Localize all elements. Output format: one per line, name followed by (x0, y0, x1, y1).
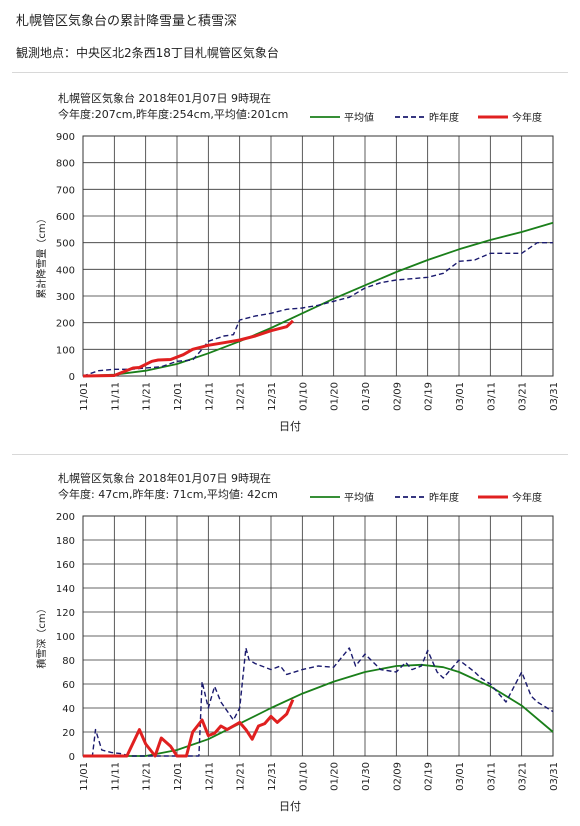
x-tick-label: 11/11 (110, 382, 121, 411)
chart-station-line: 札幌管区気象台 2018年01月07日 9時現在 (58, 471, 271, 485)
y-tick-label: 800 (56, 159, 75, 170)
x-tick-label: 03/01 (455, 762, 466, 791)
y-tick-label: 180 (56, 536, 75, 547)
y-tick-label: 100 (56, 345, 75, 356)
y-tick-label: 0 (69, 752, 75, 763)
y-axis-label: 累計降雪量（cm） (35, 213, 48, 298)
legend-label-1: 昨年度 (429, 491, 459, 504)
x-tick-label: 01/10 (298, 382, 309, 411)
x-tick-label: 01/30 (361, 382, 372, 411)
x-tick-label: 12/21 (236, 382, 247, 411)
y-tick-label: 200 (56, 319, 75, 330)
x-tick-label: 02/09 (392, 382, 403, 411)
x-tick-label: 11/21 (142, 382, 153, 411)
x-tick-label: 01/30 (361, 762, 372, 791)
x-tick-label: 01/20 (330, 382, 341, 411)
x-tick-label: 11/11 (110, 762, 121, 791)
page-subtitle: 観測地点：中央区北2条西18丁目札幌管区気象台 (16, 46, 279, 60)
x-tick-label: 03/01 (455, 382, 466, 411)
y-tick-label: 20 (62, 728, 75, 739)
legend-label-1: 昨年度 (429, 111, 459, 124)
y-tick-label: 400 (56, 265, 75, 276)
x-tick-label: 02/19 (424, 382, 435, 411)
y-tick-label: 200 (56, 512, 75, 523)
x-tick-label: 02/19 (424, 762, 435, 791)
series-line-1 (82, 241, 553, 377)
x-tick-label: 12/01 (173, 382, 184, 411)
series-line-1 (83, 647, 554, 757)
y-tick-label: 0 (69, 372, 75, 383)
plot-area (82, 135, 554, 377)
y-tick-label: 120 (56, 608, 75, 619)
x-tick-label: 12/31 (267, 762, 278, 791)
x-tick-label: 03/21 (518, 762, 529, 791)
y-tick-label: 40 (62, 704, 75, 715)
chart-summary-line: 今年度:207cm,昨年度:254cm,平均値:201cm (58, 107, 288, 121)
x-tick-label: 11/01 (79, 382, 90, 411)
y-tick-label: 60 (62, 680, 75, 691)
x-tick-label: 03/11 (486, 762, 497, 791)
x-tick-label: 01/20 (330, 762, 341, 791)
y-tick-label: 80 (62, 656, 75, 667)
y-tick-label: 700 (56, 185, 75, 196)
x-tick-label: 03/31 (549, 762, 560, 791)
x-tick-label: 12/11 (204, 382, 215, 411)
series-line-0 (83, 663, 554, 757)
x-tick-label: 03/31 (549, 382, 560, 411)
cumulative-snowfall-chart: 札幌管区気象台 2018年01月07日 9時現在今年度:207cm,昨年度:25… (35, 91, 560, 433)
y-axis-label: 積雪深（cm） (35, 603, 48, 668)
x-tick-label: 12/31 (267, 382, 278, 411)
legend-label-0: 平均値 (344, 491, 374, 504)
y-tick-label: 160 (56, 560, 75, 571)
y-tick-label: 900 (56, 132, 75, 143)
x-tick-label: 01/10 (298, 762, 309, 791)
x-axis-label: 日付 (279, 800, 301, 813)
x-tick-label: 03/21 (518, 382, 529, 411)
x-tick-label: 12/11 (204, 762, 215, 791)
y-tick-label: 300 (56, 292, 75, 303)
x-tick-label: 12/01 (173, 762, 184, 791)
legend-label-2: 今年度 (512, 111, 542, 124)
x-tick-label: 11/21 (142, 762, 153, 791)
top-divider (12, 72, 568, 73)
x-tick-label: 03/11 (486, 382, 497, 411)
middle-divider (12, 454, 568, 455)
x-tick-label: 12/21 (236, 762, 247, 791)
series-line-2 (83, 699, 295, 758)
y-tick-label: 600 (56, 212, 75, 223)
y-tick-label: 500 (56, 239, 75, 250)
legend-label-2: 今年度 (512, 491, 542, 504)
y-tick-label: 140 (56, 584, 75, 595)
y-tick-label: 100 (56, 632, 75, 643)
x-axis-label: 日付 (279, 420, 301, 433)
x-tick-label: 02/09 (392, 762, 403, 791)
chart-station-line: 札幌管区気象台 2018年01月07日 9時現在 (58, 91, 271, 105)
chart-summary-line: 今年度: 47cm,昨年度: 71cm,平均値: 42cm (58, 487, 278, 501)
page-title: 札幌管区気象台の累計降雪量と積雪深 (16, 14, 238, 29)
legend-label-0: 平均値 (344, 111, 374, 124)
series-line-2 (82, 319, 294, 378)
x-tick-label: 11/01 (79, 762, 90, 791)
